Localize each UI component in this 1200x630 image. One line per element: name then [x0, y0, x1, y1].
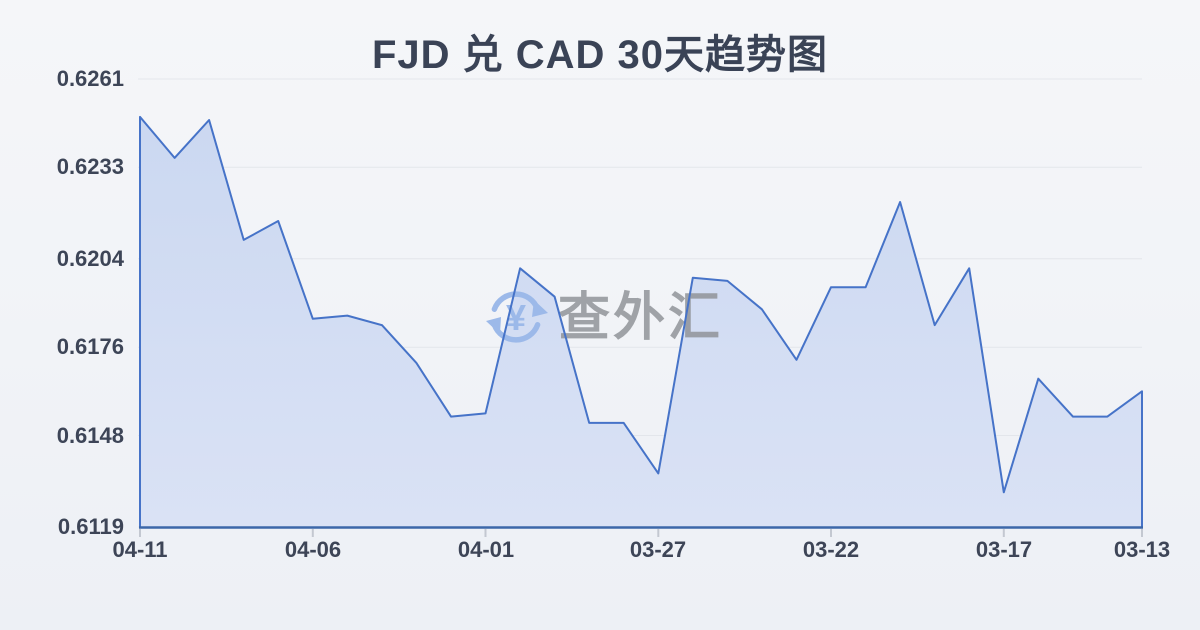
x-axis-tick-label: 03-27 [629, 537, 687, 562]
x-axis-tick-label: 04-06 [284, 537, 342, 562]
x-axis-tick-label: 03-17 [975, 537, 1033, 562]
x-axis-tick-label: 03-13 [1113, 537, 1171, 562]
y-axis-tick-label: 0.6148 [56, 423, 124, 448]
x-axis-tick-label: 04-01 [457, 537, 515, 562]
x-axis-tick-label: 04-11 [112, 537, 168, 562]
y-axis-tick-label: 0.6176 [56, 334, 124, 359]
area-fill-shape [140, 116, 1142, 528]
area-fill [140, 116, 1142, 528]
y-axis-tick-label: 0.6204 [56, 246, 124, 271]
arrowhead-right-icon [532, 300, 548, 317]
y-axis-tick-label: 0.6233 [56, 154, 124, 179]
y-axis-tick-label: 0.6261 [56, 66, 124, 91]
chart-title: FJD 兑 CAD 30天趋势图 [371, 33, 829, 77]
trend-line-path [139, 115, 1143, 528]
watermark: ¥ 查外汇 [486, 289, 723, 347]
trend-line [139, 115, 1143, 528]
watermark-text: 查外汇 [558, 289, 723, 347]
x-axis-tick-label: 03-22 [802, 537, 860, 562]
arrowhead-left-icon [486, 317, 501, 334]
x-axis [139, 526, 1143, 537]
y-axis-tick-label: 0.6119 [57, 514, 124, 539]
